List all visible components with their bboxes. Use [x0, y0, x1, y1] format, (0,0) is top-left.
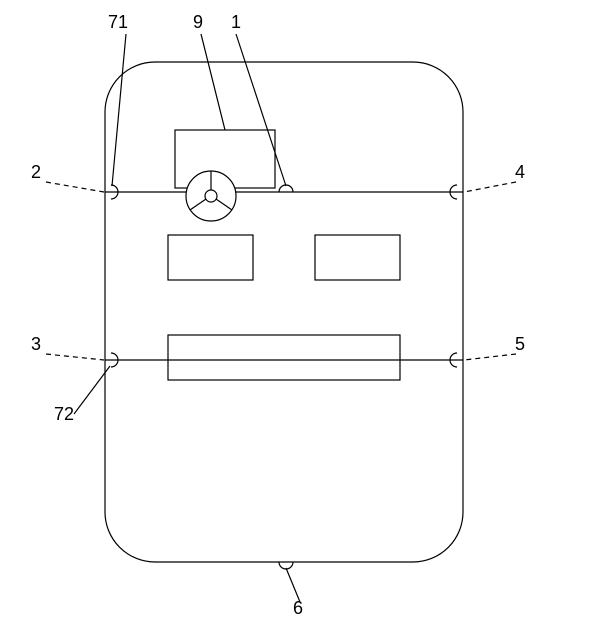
callout-label-1: 1	[231, 12, 241, 32]
canvas-bg	[0, 0, 597, 623]
callout-label-4: 4	[515, 162, 525, 182]
callout-label-5: 5	[515, 334, 525, 354]
callout-label-6: 6	[293, 598, 303, 618]
callout-label-72: 72	[54, 404, 74, 424]
callout-label-9: 9	[193, 12, 203, 32]
callout-label-71: 71	[108, 12, 128, 32]
callout-label-3: 3	[31, 334, 41, 354]
callout-label-2: 2	[31, 162, 41, 182]
